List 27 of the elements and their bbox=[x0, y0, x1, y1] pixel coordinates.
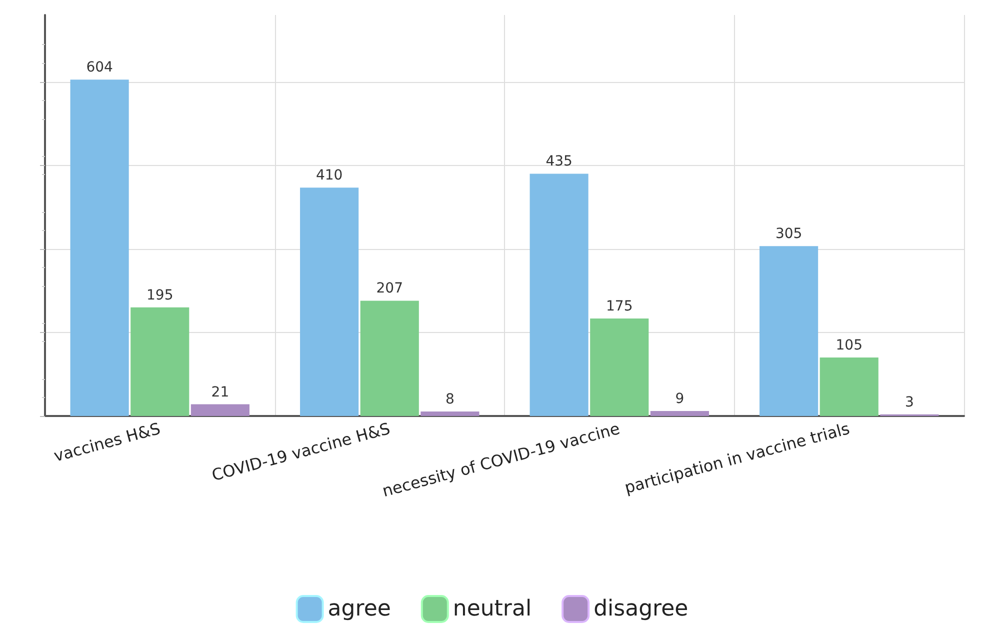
bar bbox=[650, 410, 709, 416]
data-label: 9 bbox=[675, 390, 684, 407]
bar bbox=[190, 404, 250, 416]
bar bbox=[70, 80, 129, 416]
data-label: 105 bbox=[836, 338, 862, 354]
data-label: 195 bbox=[146, 287, 174, 304]
legend-label: agree bbox=[328, 596, 391, 622]
data-label: 410 bbox=[316, 168, 343, 184]
legend-label: neutral bbox=[452, 596, 532, 622]
bar bbox=[300, 188, 359, 416]
bar bbox=[530, 174, 588, 416]
bar bbox=[590, 318, 649, 416]
data-label: 3 bbox=[904, 394, 914, 410]
data-label: 604 bbox=[86, 60, 113, 76]
legend-label: disagree bbox=[594, 596, 688, 622]
bar bbox=[820, 358, 878, 416]
bar bbox=[760, 246, 818, 416]
bar bbox=[130, 307, 190, 416]
data-label: 175 bbox=[606, 298, 633, 315]
bar bbox=[360, 300, 419, 416]
data-label: 305 bbox=[775, 226, 802, 242]
data-label: 8 bbox=[445, 392, 454, 408]
data-label: 435 bbox=[546, 154, 572, 170]
x-tick-label: vaccines H&S bbox=[52, 418, 162, 466]
bar bbox=[420, 412, 480, 416]
data-label: 207 bbox=[376, 280, 403, 297]
data-label: 21 bbox=[211, 384, 230, 400]
